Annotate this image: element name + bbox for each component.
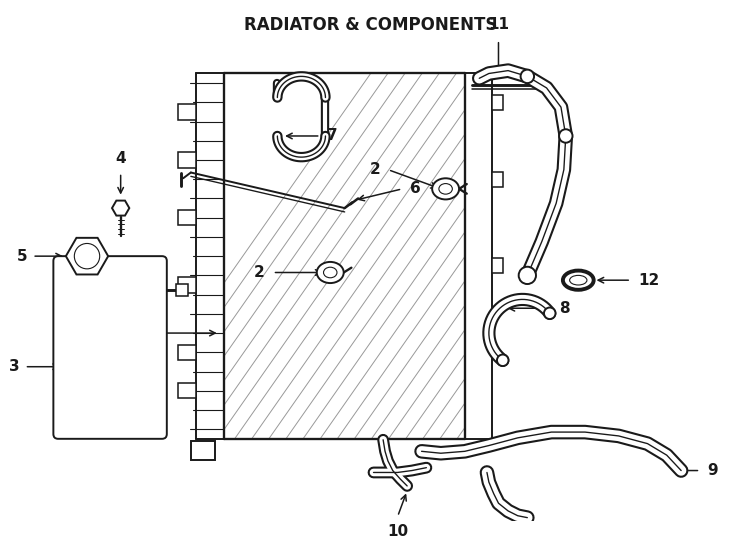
Bar bbox=[178, 345, 196, 360]
Bar bbox=[178, 152, 196, 168]
Text: 5: 5 bbox=[17, 248, 27, 264]
Text: 1: 1 bbox=[147, 326, 157, 341]
Ellipse shape bbox=[570, 275, 587, 285]
Text: 6: 6 bbox=[410, 181, 421, 197]
Text: 3: 3 bbox=[9, 359, 20, 374]
Bar bbox=[492, 172, 504, 187]
Text: 7: 7 bbox=[327, 129, 338, 144]
Text: 8: 8 bbox=[559, 301, 570, 316]
Bar bbox=[178, 104, 196, 120]
Polygon shape bbox=[112, 200, 129, 215]
Bar bbox=[492, 94, 504, 110]
Ellipse shape bbox=[317, 262, 344, 283]
Bar bbox=[492, 258, 504, 273]
Text: 4: 4 bbox=[115, 151, 126, 166]
Ellipse shape bbox=[432, 178, 459, 199]
Text: 2: 2 bbox=[254, 265, 265, 280]
Text: 12: 12 bbox=[638, 273, 659, 288]
Bar bbox=[191, 441, 215, 460]
Ellipse shape bbox=[439, 184, 452, 194]
Text: 10: 10 bbox=[387, 524, 408, 539]
Circle shape bbox=[559, 129, 573, 143]
Ellipse shape bbox=[324, 267, 337, 278]
Polygon shape bbox=[66, 238, 108, 274]
Text: 11: 11 bbox=[488, 17, 509, 32]
Bar bbox=[178, 278, 196, 293]
Text: RADIATOR & COMPONENTS: RADIATOR & COMPONENTS bbox=[244, 16, 498, 34]
Bar bbox=[178, 383, 196, 399]
Bar bbox=[178, 210, 196, 225]
FancyBboxPatch shape bbox=[54, 256, 167, 439]
Text: 9: 9 bbox=[707, 463, 718, 478]
Bar bbox=[176, 284, 188, 295]
Circle shape bbox=[74, 244, 100, 269]
Text: 2: 2 bbox=[369, 162, 380, 177]
Circle shape bbox=[544, 307, 556, 319]
Circle shape bbox=[520, 70, 534, 83]
Circle shape bbox=[497, 355, 509, 366]
Circle shape bbox=[519, 267, 536, 284]
Ellipse shape bbox=[563, 271, 594, 290]
